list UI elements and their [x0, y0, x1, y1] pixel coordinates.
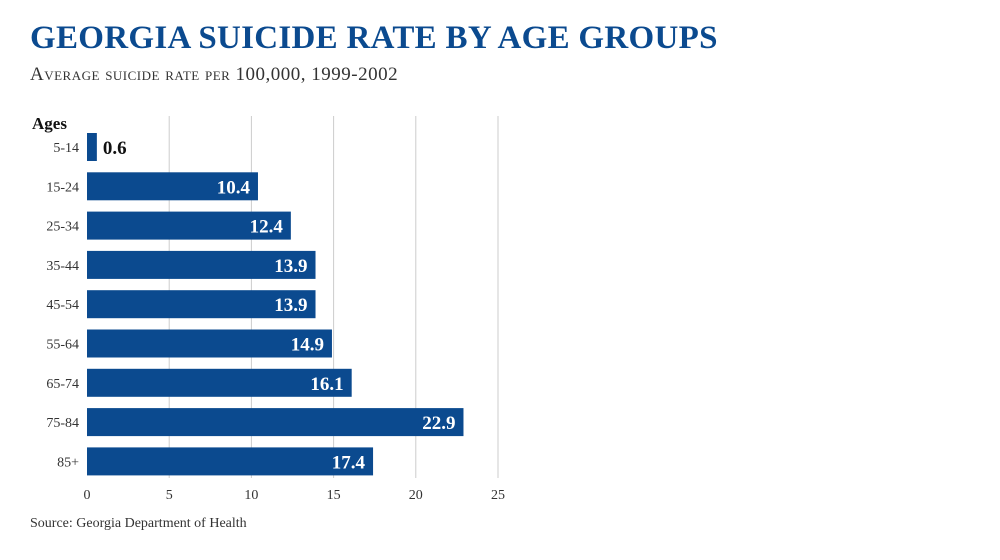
data-label: 17.4 — [332, 452, 366, 473]
category-label: 55-64 — [46, 338, 79, 353]
category-label: 65-74 — [46, 377, 79, 392]
category-label: 15-24 — [46, 180, 79, 195]
x-tick-label: 0 — [84, 488, 91, 503]
bar — [87, 133, 97, 161]
category-label: 75-84 — [46, 416, 79, 431]
bar — [87, 172, 258, 201]
x-tick-label: 25 — [491, 488, 505, 503]
data-label: 13.9 — [274, 256, 307, 277]
bar — [87, 368, 352, 397]
category-label: 45-54 — [46, 298, 79, 313]
data-label: 0.6 — [103, 138, 127, 159]
bar — [87, 211, 291, 240]
data-label: 14.9 — [291, 335, 324, 356]
x-tick-label: 20 — [409, 488, 423, 503]
data-label: 13.9 — [274, 295, 307, 316]
source-note: Source: Georgia Department of Health — [30, 516, 247, 531]
category-label: 5-14 — [53, 141, 79, 156]
bar — [87, 447, 374, 476]
chart-title: Georgia suicide rate by age groups — [30, 20, 718, 56]
category-label: 35-44 — [46, 259, 79, 274]
category-label: 85+ — [57, 455, 79, 470]
data-label: 10.4 — [217, 177, 251, 198]
data-label: 22.9 — [422, 413, 455, 434]
bar — [87, 329, 332, 358]
bar — [87, 408, 464, 437]
x-tick-label: 15 — [327, 488, 341, 503]
x-tick-label: 5 — [166, 488, 173, 503]
data-label: 12.4 — [250, 217, 284, 238]
x-tick-label: 10 — [244, 488, 258, 503]
chart-subtitle: Average suicide rate per 100,000, 1999-2… — [30, 64, 399, 85]
category-label: 25-34 — [46, 220, 79, 235]
bar — [87, 250, 316, 279]
bar — [87, 290, 316, 319]
y-axis-title: Ages — [32, 114, 67, 133]
data-label: 16.1 — [310, 374, 343, 395]
